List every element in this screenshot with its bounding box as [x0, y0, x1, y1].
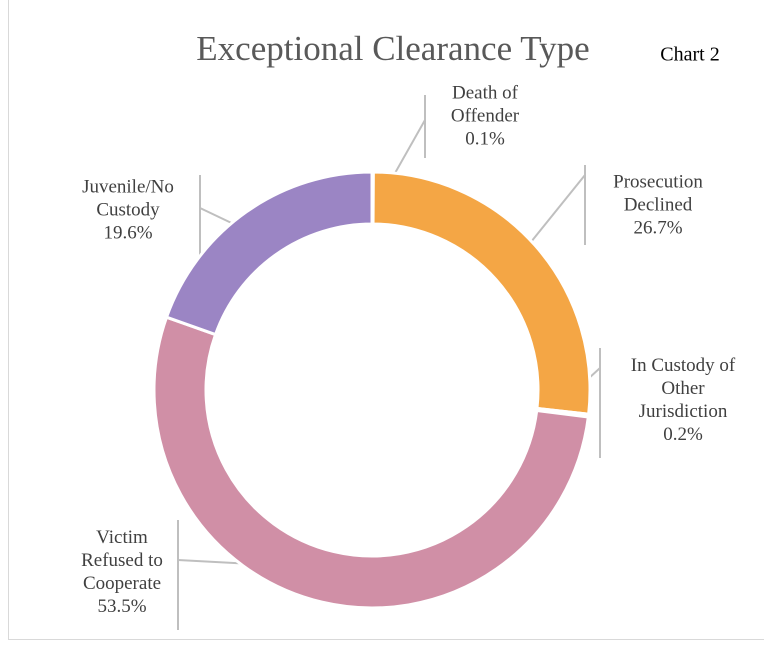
data-label: Victim Refused to Cooperate 53.5%: [70, 526, 175, 618]
category-label: In Custody of Other Jurisdiction: [630, 355, 736, 422]
category-label: Death of Offender: [450, 82, 520, 127]
data-label: In Custody of Other Jurisdiction 0.2%: [616, 354, 751, 446]
category-label: Victim Refused to Cooperate: [81, 527, 163, 594]
data-label: Prosecution Declined 26.7%: [598, 171, 718, 240]
value-label: 19.6%: [103, 222, 153, 244]
chart-subtitle: Chart 2: [660, 44, 719, 66]
chart-frame: [8, 0, 764, 640]
value-label: 0.1%: [465, 128, 505, 150]
donut-segment: [164, 170, 374, 337]
value-label: 0.2%: [663, 424, 703, 445]
chart-title: Exceptional Clearance Type: [196, 29, 589, 68]
value-label: 53.5%: [97, 596, 147, 617]
category-label: Prosecution Declined: [613, 171, 703, 216]
data-label: Juvenile/No Custody 19.6%: [68, 176, 188, 245]
value-label: 26.7%: [633, 217, 683, 239]
data-label: Death of Offender 0.1%: [438, 82, 533, 151]
donut-segment: [152, 315, 591, 610]
category-label: Juvenile/No Custody: [82, 176, 174, 221]
